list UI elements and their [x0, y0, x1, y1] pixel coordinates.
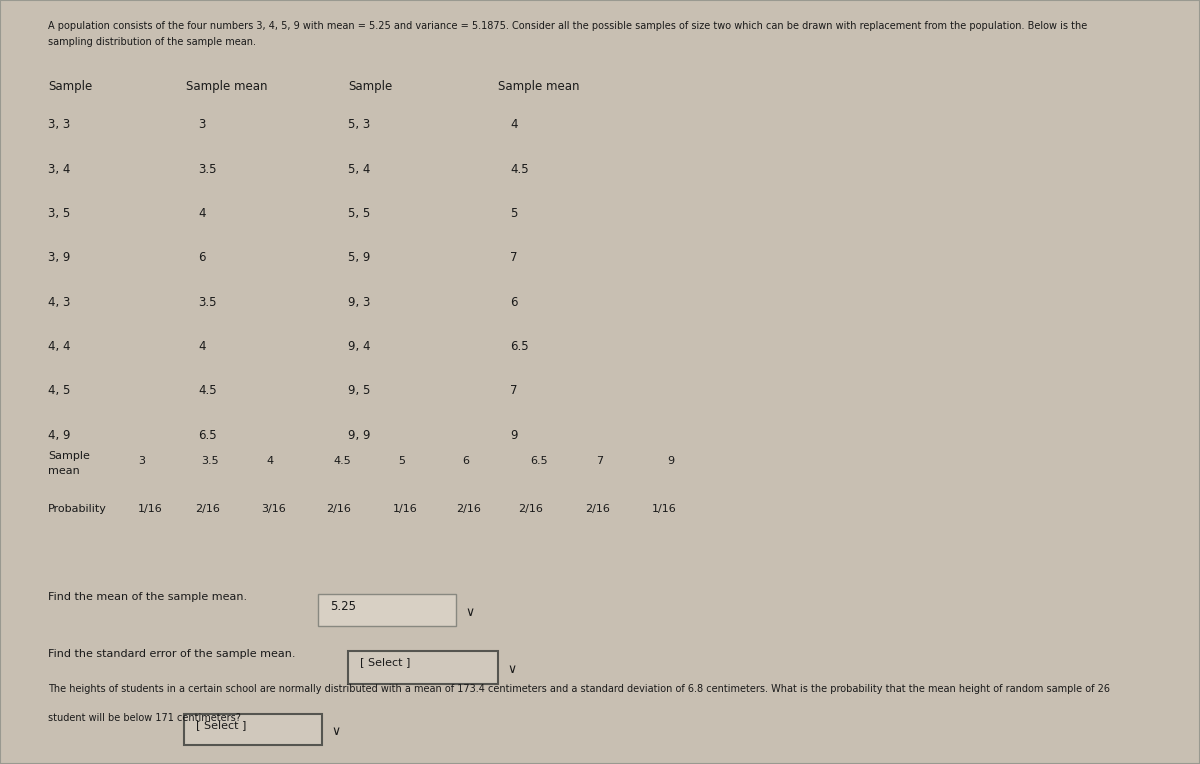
Bar	[184, 714, 322, 745]
Text: Sample mean: Sample mean	[186, 80, 268, 93]
Text: 3.5: 3.5	[198, 163, 216, 176]
Text: 7: 7	[510, 384, 517, 397]
Text: 4.5: 4.5	[198, 384, 217, 397]
Text: 5, 3: 5, 3	[348, 118, 371, 131]
Text: 2/16: 2/16	[586, 504, 611, 514]
Bar	[348, 651, 498, 684]
Text: student will be below 171 centimeters?: student will be below 171 centimeters?	[48, 713, 241, 723]
Text: ∨: ∨	[331, 725, 341, 739]
Text: 6: 6	[462, 456, 469, 466]
Text: 2/16: 2/16	[326, 504, 352, 514]
Text: 3.5: 3.5	[198, 296, 216, 309]
Text: ∨: ∨	[466, 606, 475, 619]
Text: 6.5: 6.5	[530, 456, 548, 466]
Text: The heights of students in a certain school are normally distributed with a mean: The heights of students in a certain sch…	[48, 684, 1110, 694]
Text: 4, 4: 4, 4	[48, 340, 71, 353]
Text: 3: 3	[138, 456, 145, 466]
Text: 4.5: 4.5	[510, 163, 529, 176]
Text: 5: 5	[398, 456, 406, 466]
Text: 6: 6	[198, 251, 205, 264]
Text: 3.5: 3.5	[202, 456, 220, 466]
Text: Sample: Sample	[48, 451, 90, 461]
Text: 4, 3: 4, 3	[48, 296, 71, 309]
Text: 4, 5: 4, 5	[48, 384, 71, 397]
Text: 5, 9: 5, 9	[348, 251, 371, 264]
Text: 3: 3	[198, 118, 205, 131]
Text: 9, 3: 9, 3	[348, 296, 371, 309]
Text: 2/16: 2/16	[456, 504, 481, 514]
Text: mean: mean	[48, 466, 79, 476]
Text: 9, 4: 9, 4	[348, 340, 371, 353]
Text: 3, 4: 3, 4	[48, 163, 71, 176]
Text: A population consists of the four numbers 3, 4, 5, 9 with mean = 5.25 and varian: A population consists of the four number…	[48, 21, 1087, 31]
Text: 1/16: 1/16	[652, 504, 677, 514]
Text: 6.5: 6.5	[510, 340, 529, 353]
Text: 4, 9: 4, 9	[48, 429, 71, 442]
Text: 1/16: 1/16	[392, 504, 418, 514]
Text: Sample mean: Sample mean	[498, 80, 580, 93]
Text: 4: 4	[266, 456, 274, 466]
Text: 7: 7	[510, 251, 517, 264]
Text: sampling distribution of the sample mean.: sampling distribution of the sample mean…	[48, 37, 256, 47]
Text: Probability: Probability	[48, 504, 107, 514]
Text: 9, 9: 9, 9	[348, 429, 371, 442]
Text: 4: 4	[510, 118, 517, 131]
Text: 9, 5: 9, 5	[348, 384, 371, 397]
Text: 9: 9	[510, 429, 517, 442]
Text: 6.5: 6.5	[198, 429, 217, 442]
Text: Find the standard error of the sample mean.: Find the standard error of the sample me…	[48, 649, 295, 659]
Text: 3/16: 3/16	[262, 504, 287, 514]
Text: 5, 5: 5, 5	[348, 207, 371, 220]
Text: [ Select ]: [ Select ]	[196, 720, 246, 730]
Text: 3, 3: 3, 3	[48, 118, 71, 131]
Text: 3, 5: 3, 5	[48, 207, 71, 220]
Text: 4: 4	[198, 207, 205, 220]
Text: 1/16: 1/16	[138, 504, 163, 514]
Text: Sample: Sample	[48, 80, 92, 93]
Text: 5: 5	[510, 207, 517, 220]
Text: [ Select ]: [ Select ]	[360, 657, 410, 667]
Text: 2/16: 2/16	[196, 504, 221, 514]
Text: 5.25: 5.25	[330, 600, 356, 613]
Text: 7: 7	[596, 456, 604, 466]
Text: 5, 4: 5, 4	[348, 163, 371, 176]
Text: 2/16: 2/16	[518, 504, 544, 514]
Text: Find the mean of the sample mean.: Find the mean of the sample mean.	[48, 592, 247, 602]
Text: Sample: Sample	[348, 80, 392, 93]
Text: 6: 6	[510, 296, 517, 309]
Text: 9: 9	[667, 456, 674, 466]
Bar	[318, 594, 456, 626]
Text: 3, 9: 3, 9	[48, 251, 71, 264]
Text: ∨: ∨	[508, 663, 517, 676]
Text: 4: 4	[198, 340, 205, 353]
Text: 4.5: 4.5	[334, 456, 352, 466]
